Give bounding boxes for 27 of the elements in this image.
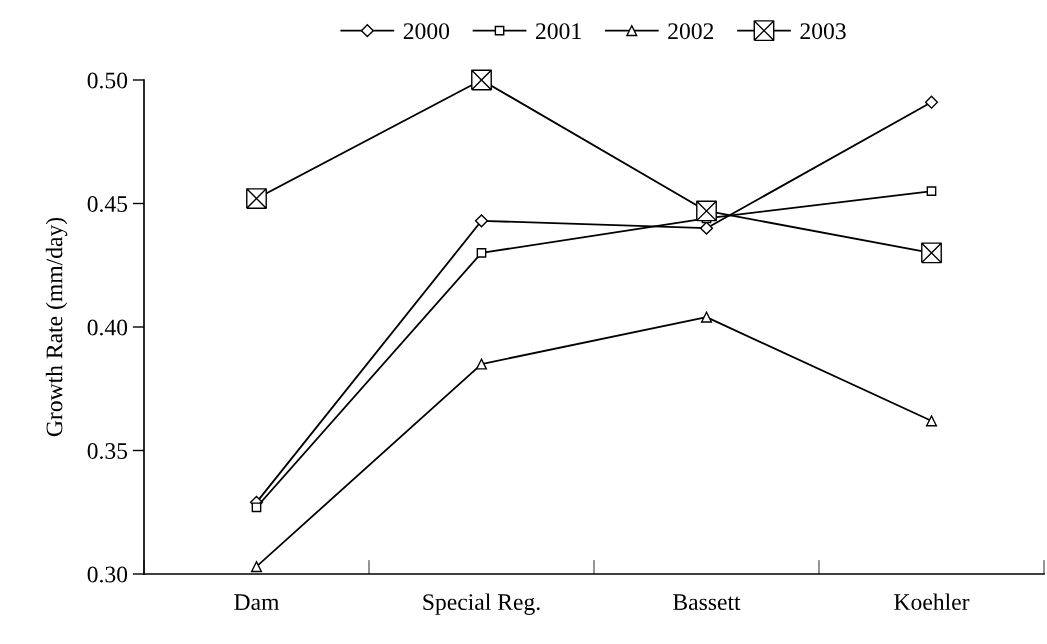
legend-label: 2003 bbox=[800, 23, 846, 40]
point bbox=[250, 561, 263, 573]
point bbox=[925, 415, 938, 427]
x-tick-label: Koehler bbox=[894, 593, 970, 611]
point bbox=[474, 214, 489, 228]
point bbox=[251, 502, 262, 513]
legend-label: 2002 bbox=[668, 23, 714, 40]
y-tick-label: 0.50 bbox=[87, 72, 128, 89]
x-tick-label: Dam bbox=[234, 594, 280, 611]
y-tick-label: 0.35 bbox=[87, 442, 128, 460]
point bbox=[699, 221, 714, 235]
y-tick-label: 0.45 bbox=[87, 195, 128, 213]
y-tick-label: 0.30 bbox=[87, 566, 128, 583]
point bbox=[696, 200, 717, 222]
point bbox=[476, 248, 487, 258]
point bbox=[475, 358, 488, 370]
point bbox=[246, 188, 267, 209]
legend-label: 2000 bbox=[403, 23, 450, 40]
y-tick-label: 0.40 bbox=[87, 319, 128, 336]
point bbox=[926, 186, 937, 197]
x-tick-label: Bassett bbox=[673, 594, 741, 611]
point bbox=[700, 311, 713, 323]
legend-label: 2001 bbox=[536, 23, 581, 40]
point bbox=[921, 242, 942, 264]
point bbox=[924, 95, 939, 109]
y-axis-title: Growth Rate (mm/day) bbox=[45, 217, 68, 437]
x-tick-label: Special Reg. bbox=[423, 593, 540, 615]
